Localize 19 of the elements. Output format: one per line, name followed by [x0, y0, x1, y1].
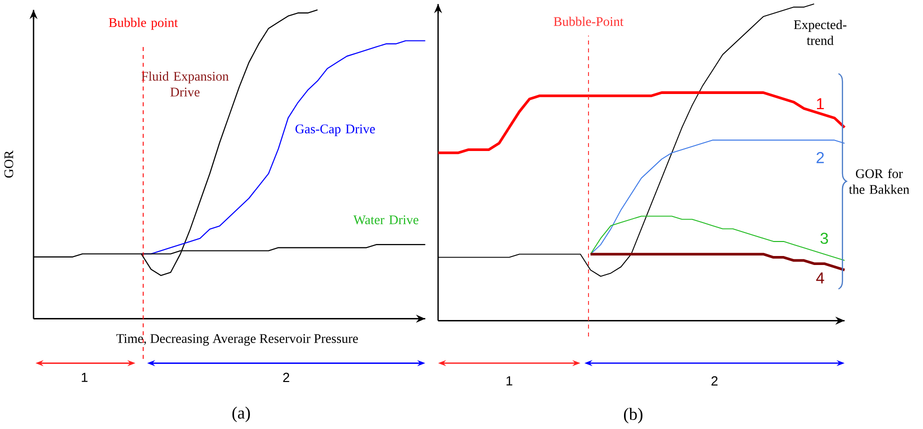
annotation: Bubble-Point [554, 16, 624, 26]
series-label: Expected-trend [794, 20, 846, 45]
series-label: 2 [816, 152, 824, 163]
y-axis-title: GOR [4, 150, 14, 178]
series-label: Water Drive [353, 215, 418, 224]
series-label: 3 [820, 232, 828, 244]
series-label: Fluid Expansion Drive [142, 71, 229, 96]
text: (a) [232, 406, 250, 422]
series-label: Gas-Cap Drive [296, 124, 375, 136]
text: 2 [712, 376, 718, 386]
text: 1 [82, 372, 88, 382]
text: 2 [283, 372, 290, 382]
text: (b) [624, 408, 642, 424]
x-axis-title: Time, Decreasing Average Reservoir Pressure [116, 334, 358, 346]
text: GOR for the Bakken [848, 168, 910, 194]
annotation: Bubble point [108, 18, 178, 30]
series-label: 1 [817, 98, 824, 110]
text: 1 [506, 376, 512, 386]
series-label: 4 [816, 272, 824, 284]
